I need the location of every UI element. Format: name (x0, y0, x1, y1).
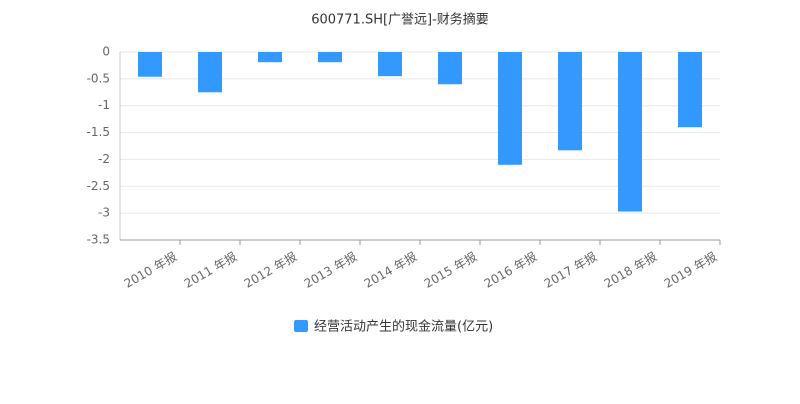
y-tick-label: -1.5 (87, 125, 110, 139)
x-tick-label: 2013 年报 (301, 249, 359, 291)
y-tick-label: 0 (102, 45, 110, 59)
bar (558, 52, 582, 151)
bar (138, 52, 162, 77)
bar (198, 52, 222, 93)
bar (318, 52, 342, 63)
x-tick-label: 2016 年报 (481, 249, 539, 291)
y-tick-label: -2.5 (87, 179, 110, 193)
x-tick-label: 2019 年报 (661, 249, 719, 291)
x-tick-label: 2014 年报 (361, 249, 419, 291)
x-tick-label: 2017 年报 (541, 249, 599, 291)
legend-label: 经营活动产生的现金流量(亿元) (314, 319, 493, 335)
x-tick-label: 2015 年报 (421, 249, 479, 291)
chart-title: 600771.SH[广誉远]-财务摘要 (311, 12, 489, 28)
y-tick-label: -2 (98, 152, 110, 166)
x-tick-label: 2012 年报 (241, 249, 299, 291)
bar (378, 52, 402, 77)
x-tick-label: 2018 年报 (601, 249, 659, 291)
bar (258, 52, 282, 63)
x-tick-label: 2011 年报 (181, 249, 239, 291)
x-tick-label: 2010 年报 (121, 249, 179, 291)
y-tick-label: -3 (98, 206, 110, 220)
y-tick-label: -1 (98, 98, 110, 112)
bar (438, 52, 462, 85)
bar (678, 52, 702, 128)
legend-swatch (294, 320, 308, 332)
y-tick-label: -3.5 (87, 233, 110, 247)
y-tick-label: -0.5 (87, 71, 110, 85)
bar (498, 52, 522, 165)
bar (618, 52, 642, 212)
